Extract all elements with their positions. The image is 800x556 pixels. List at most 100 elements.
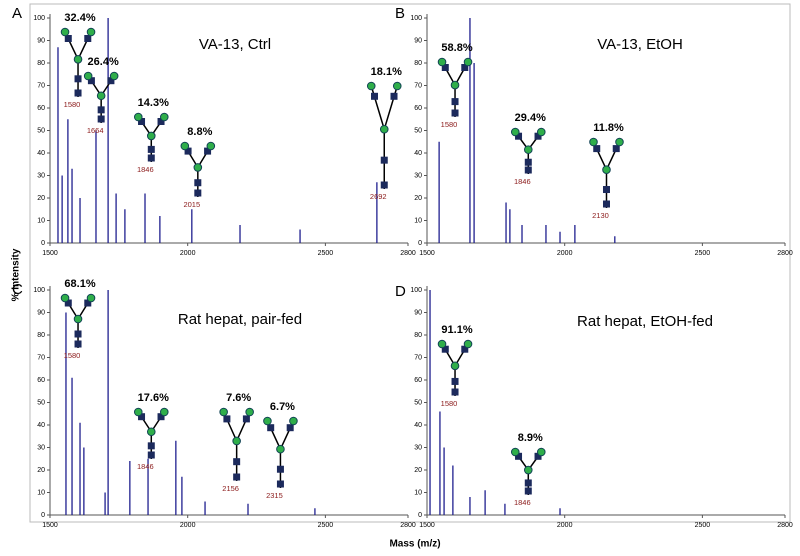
glycan-square [461, 64, 469, 71]
glycan-mass: 1580 [441, 399, 458, 408]
panel-title: Rat hepat, pair-fed [178, 311, 302, 328]
y-tick-label: 80 [37, 60, 45, 67]
glycan-square [441, 64, 449, 71]
glycan-square [451, 109, 459, 117]
y-tick-label: 60 [37, 377, 45, 384]
glycan-square [87, 77, 95, 85]
glycan-mass: 2156 [222, 484, 239, 493]
glycan-square [602, 186, 610, 194]
frame [29, 3, 791, 523]
glycan-circle [510, 447, 520, 457]
glycan-square [204, 147, 212, 155]
y-tick-label: 80 [414, 332, 422, 339]
glycan-circle [159, 407, 169, 417]
glycan-mass: 1580 [64, 351, 81, 360]
y-axis-label: % Intensity [11, 248, 22, 301]
glycan-percent: 68.1% [64, 278, 95, 290]
glycan-percent: 14.3% [138, 97, 169, 109]
glycan-percent: 29.4% [515, 112, 546, 124]
glycan-square [276, 480, 284, 488]
y-tick-label: 80 [414, 60, 422, 67]
x-tick-label: 2800 [777, 250, 793, 257]
glycan-square [593, 145, 601, 153]
y-tick-label: 40 [37, 150, 45, 157]
glycan-square [380, 181, 388, 189]
y-tick-label: 100 [33, 15, 45, 22]
glycan-square [147, 442, 155, 450]
glycan-circle [96, 91, 106, 101]
glycan-circle [289, 416, 298, 426]
glycan-square [64, 35, 72, 42]
glycan-percent: 6.7% [270, 401, 295, 413]
glycan-square [97, 115, 105, 123]
glycan-mass: 1580 [64, 100, 81, 109]
glycan-percent: 26.4% [88, 56, 119, 68]
y-tick-label: 10 [37, 489, 45, 496]
glycan-percent: 8.8% [187, 126, 212, 138]
glycan-square [602, 200, 610, 208]
y-tick-label: 70 [37, 82, 45, 89]
glycan-square [147, 154, 155, 162]
x-tick-label: 2000 [557, 250, 573, 257]
glycan-square [286, 424, 294, 432]
y-tick-label: 50 [37, 399, 45, 406]
glycan-circle [437, 339, 447, 349]
glycan-mass: 1846 [137, 165, 154, 174]
glycan-circle [159, 112, 169, 122]
y-tick-label: 0 [418, 240, 422, 247]
x-tick-label: 2500 [318, 522, 334, 529]
x-tick-label: 2000 [557, 522, 573, 529]
glycan-circle [463, 339, 473, 349]
glycan-circle [133, 407, 143, 417]
y-tick-label: 20 [414, 467, 422, 474]
glycan-circle [73, 55, 83, 64]
y-tick-label: 70 [37, 354, 45, 361]
y-tick-label: 70 [414, 354, 422, 361]
y-tick-label: 100 [33, 287, 45, 294]
glycan-square [64, 299, 72, 307]
y-tick-label: 10 [414, 217, 422, 224]
y-tick-label: 90 [414, 309, 422, 316]
glycan-square [157, 413, 165, 421]
glycan-mass: 2015 [183, 200, 200, 209]
glycan-circle [615, 137, 624, 147]
glycan-circle [379, 124, 389, 134]
glycan-square [276, 465, 284, 473]
glycan-circle [109, 71, 119, 81]
glycan-square [147, 451, 155, 459]
glycan-square [74, 340, 82, 348]
glycan-circle [437, 57, 447, 67]
glycan-circle [245, 407, 254, 417]
glycan-bond [370, 85, 385, 130]
glycan-circle [60, 27, 70, 37]
y-tick-label: 70 [414, 82, 422, 89]
glycan-circle [206, 141, 216, 151]
y-tick-label: 10 [37, 217, 45, 224]
glycan-circle [83, 71, 93, 81]
glycan-circle [263, 416, 272, 426]
y-tick-label: 90 [37, 309, 45, 316]
glycan-percent: 17.6% [138, 392, 169, 404]
glycan-circle [463, 57, 473, 67]
glycan-square [138, 413, 146, 421]
glycan-square [107, 77, 115, 85]
glycan-circle [146, 427, 156, 437]
glycan-circle [193, 163, 203, 172]
x-tick-label: 1500 [42, 250, 58, 257]
y-tick-label: 0 [41, 512, 45, 519]
glycan-mass: 1846 [514, 177, 531, 186]
glycan-mass: 2692 [370, 192, 387, 201]
glycan-circle [589, 137, 598, 147]
glycan-mass: 2130 [592, 211, 609, 220]
y-tick-label: 60 [37, 105, 45, 112]
glycan-bond [383, 85, 398, 130]
glycan-square [147, 145, 155, 153]
panel-title: VA-13, EtOH [597, 36, 683, 53]
x-tick-label: 2800 [777, 522, 793, 529]
glycan-percent: 32.4% [64, 12, 95, 24]
panel-letter: D [395, 283, 406, 300]
x-tick-label: 2800 [400, 522, 416, 529]
glycan-square [380, 156, 388, 164]
glycan-square [74, 89, 82, 97]
panel-letter: B [395, 5, 405, 22]
